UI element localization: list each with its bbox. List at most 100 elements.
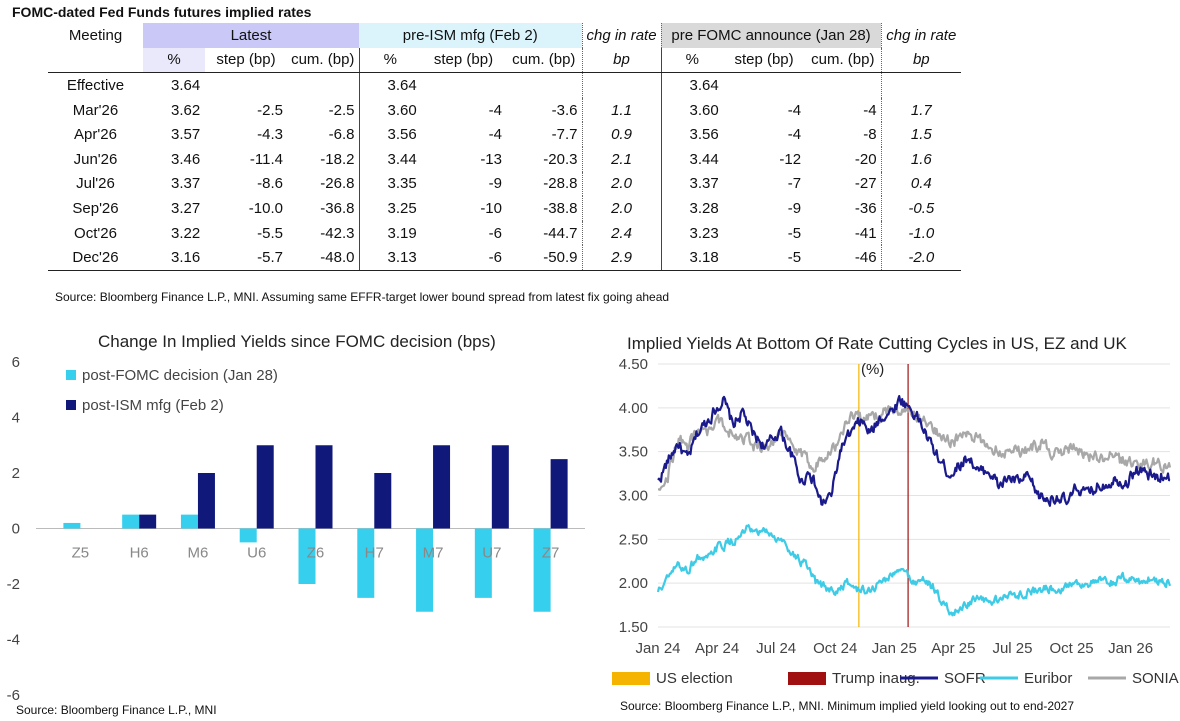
x-tick-label: M7 [423, 545, 444, 562]
table-cell: -4 [787, 101, 802, 119]
bar-post-fomc [357, 528, 375, 598]
y-tick-label: -2 [7, 576, 20, 593]
table-source: Source: Bloomberg Finance L.P., MNI. Ass… [55, 290, 670, 304]
legend-label: post-FOMC decision (Jan 28) [82, 367, 278, 384]
legend-label: Trump inaug. [832, 670, 920, 687]
table-cell: -7.7 [551, 126, 578, 144]
table-cell: 0.4 [880, 171, 962, 197]
line-chart-title: Implied Yields At Bottom Of Rate Cutting… [627, 334, 1127, 353]
x-tick-label: Jul 24 [756, 640, 796, 657]
table-cell: -38.8 [543, 199, 578, 217]
table-sub-header: % step (bp) cum. (bp) % step (bp) cum. (… [48, 47, 962, 74]
table-cell: 3.13 [358, 245, 421, 271]
table-cell: -2.0 [880, 245, 962, 271]
subheader: step (bp) [421, 47, 506, 74]
table-cell: -20 [854, 150, 877, 168]
table-cell: 3.25 [358, 196, 421, 221]
table-cell: 3.60 [660, 97, 724, 123]
table-cell: -5.7 [205, 245, 287, 271]
table-cell: 2.4 [581, 220, 662, 246]
subheader: % [660, 47, 724, 74]
table-cell: 3.19 [358, 220, 421, 246]
y-tick-label: 6 [12, 354, 20, 371]
table-row: Effective 3.64 3.64 3.64 [48, 72, 962, 98]
table-cell: 2.9 [581, 245, 662, 271]
table-cell: -2.5 [257, 101, 283, 119]
bar-chart-title: Change In Implied Yields since FOMC deci… [98, 332, 496, 351]
table-cell: 2.0 [581, 196, 662, 221]
table-cell: -46 [805, 245, 882, 271]
table-cell: 3.35 [358, 171, 421, 197]
table-cell: 3.18 [660, 245, 724, 271]
bar-post-fomc [474, 528, 492, 598]
table-row: Mar'26 3.62 -2.5 -2.5 3.60 -4 -3.6 1.1 3.60 -4 -4 1… [48, 97, 962, 123]
x-tick-label: Jul 25 [992, 640, 1032, 657]
table-cell: 3.57 [171, 126, 201, 144]
y-tick-label: 4.00 [619, 400, 648, 417]
bar-post-fomc [416, 528, 434, 612]
group-chg-2: chg in rate [880, 23, 962, 48]
table-cell: 2.1 [581, 146, 662, 172]
row-label: Mar'26 [72, 101, 119, 119]
table-row: Sep'26 3.27 -10.0 -36.8 3.25 -10 -38.8 2.0 3.28 -… [48, 196, 962, 221]
y-tick-label: 2 [12, 465, 20, 482]
fed-funds-table: Meeting Latest pre-ISM mfg (Feb 2) chg i… [48, 23, 962, 271]
y-tick-label: 4.50 [619, 356, 648, 373]
table-cell: -4 [863, 101, 877, 119]
table-cell: -4 [488, 101, 502, 119]
table-cell: -1.0 [880, 220, 962, 246]
table-cell: -20.3 [543, 150, 578, 168]
table-cell [805, 73, 881, 98]
x-tick-label: Oct 25 [1049, 640, 1093, 657]
subheader: cum. (bp) [506, 47, 582, 74]
row-label: Apr'26 [74, 126, 117, 144]
x-tick-label: H6 [130, 545, 149, 562]
table-cell: -36.8 [320, 199, 355, 217]
bar-post-fomc [180, 514, 198, 529]
row-label: Dec'26 [48, 245, 143, 271]
legend-label: US election [656, 670, 733, 687]
line-chart: 4.50 4.00 3.50 3.00 2.50 2.00 1.50 Jan 24 Apr 24… [612, 356, 1179, 687]
table-cell: -4 [488, 126, 502, 144]
table-row: Jul'26 3.37 -8.6 -26.8 3.35 -9 -28.8 2.0 3.37 -7-… [48, 171, 962, 197]
x-tick-label: Apr 25 [931, 640, 975, 657]
subheader: % [143, 47, 205, 74]
group-chg-1: chg in rate [581, 23, 662, 48]
legend-label: SOFR [944, 670, 986, 687]
table-cell: 3.60 [358, 97, 421, 123]
table-cell: -6.8 [328, 126, 355, 144]
table-cell: -4.3 [257, 126, 283, 144]
x-tick-label: U7 [482, 545, 501, 562]
table-cell: 3.64 [358, 72, 421, 98]
table-cell: -6 [488, 224, 502, 242]
table-cell: 0.9 [581, 122, 662, 147]
y-tick-label: -4 [7, 632, 20, 649]
table-cell: -9 [787, 199, 802, 217]
table-cell: -12 [779, 150, 802, 168]
series-line-sonia [657, 405, 1172, 491]
subheader: step (bp) [723, 47, 806, 74]
y-tick-label: 3.50 [619, 444, 648, 461]
table-cell: 3.44 [358, 146, 421, 172]
x-tick-label: Z7 [542, 545, 560, 562]
group-latest: Latest [143, 23, 359, 48]
table-cell: 3.28 [660, 196, 724, 221]
x-tick-label: Z6 [307, 545, 325, 562]
y-unit-label: (%) [861, 361, 884, 378]
table-row: Jun'26 3.46 -11.4 -18.2 3.44 -13 -20.3 2.1 3.44-… [48, 146, 962, 172]
x-tick-label: H7 [365, 545, 384, 562]
table-cell: -0.5 [880, 196, 962, 221]
table-cell: 3.37 [171, 175, 201, 193]
table-cell: 3.37 [660, 171, 724, 197]
legend-label: Euribor [1024, 670, 1072, 687]
table-cell: 1.1 [581, 97, 662, 123]
table-cell: -10.0 [248, 199, 283, 217]
bar-post-ism [433, 445, 451, 529]
x-tick-label: Z5 [72, 545, 90, 562]
table-cell: 3.46 [171, 150, 201, 168]
table-cell: -7 [787, 175, 802, 193]
y-tick-label: 2.00 [619, 575, 648, 592]
table-cell: 1.5 [880, 122, 962, 147]
subheader: cum. (bp) [805, 47, 882, 74]
row-label: Effective [66, 76, 125, 94]
